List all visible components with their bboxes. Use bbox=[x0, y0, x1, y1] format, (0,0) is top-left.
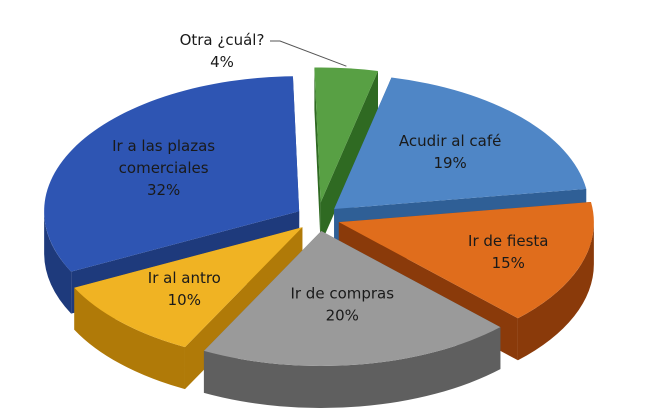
slice-value-label: 32% bbox=[147, 181, 180, 199]
slice-value-label: 15% bbox=[492, 254, 525, 272]
slice-label: Ir de compras bbox=[290, 284, 394, 302]
pie-slice-3d bbox=[314, 67, 378, 245]
slice-label: Ir de fiesta bbox=[468, 232, 548, 250]
pie-slice bbox=[314, 67, 378, 203]
slice-value-label: 10% bbox=[168, 291, 201, 309]
pie-slice bbox=[74, 227, 303, 348]
pie-slice-side bbox=[203, 327, 501, 409]
pie-slice-wall bbox=[314, 67, 321, 245]
slice-label: Ir a las plazas comerciales bbox=[112, 137, 215, 177]
pie-slice-side bbox=[517, 222, 594, 361]
pie-slice-wall bbox=[320, 70, 378, 245]
pie-slice bbox=[338, 201, 594, 319]
slice-label: Otra ¿cuál? bbox=[180, 31, 265, 49]
pie-slice bbox=[44, 76, 300, 272]
slice-leader-line bbox=[270, 40, 347, 67]
pie-slice bbox=[203, 231, 501, 367]
slice-label: Ir al antro bbox=[148, 269, 221, 287]
slice-value-label: 19% bbox=[433, 154, 466, 172]
slice-value-label: 20% bbox=[326, 306, 359, 324]
pie-slice-3d bbox=[203, 231, 501, 409]
pie-slice bbox=[334, 77, 587, 210]
pie-slice-side bbox=[44, 211, 72, 314]
pie-slice-side bbox=[74, 287, 185, 390]
slice-label: Acudir al café bbox=[399, 132, 501, 150]
slice-value-label: 4% bbox=[210, 53, 234, 71]
